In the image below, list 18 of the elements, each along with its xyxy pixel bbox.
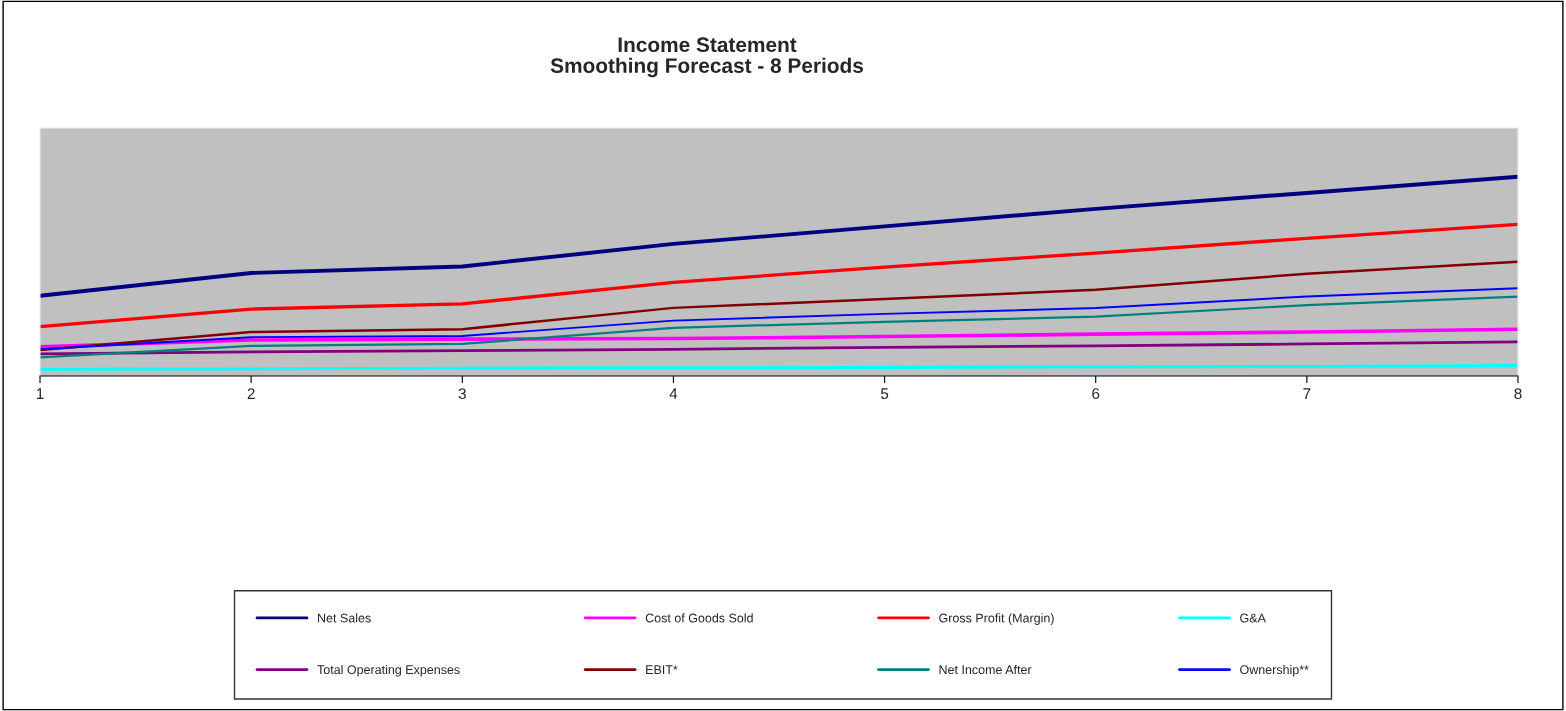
legend-label: Cost of Goods Sold	[645, 613, 753, 623]
x-tick-label: 7	[1303, 388, 1311, 399]
x-tick-label: 2	[247, 388, 255, 399]
chart-title: Income Statement	[618, 37, 797, 53]
x-tick-label: 4	[669, 388, 678, 399]
legend-label: Net Sales	[318, 613, 371, 623]
x-tick-label: 8	[1514, 388, 1522, 400]
legend-label: Total Operating Expenses	[317, 664, 460, 677]
x-tick-label: 1	[36, 388, 44, 399]
legend-label: EBIT*	[646, 665, 678, 674]
legend-label: Ownership**	[1240, 664, 1309, 677]
legend-label: Gross Profit (Margin)	[939, 613, 1054, 625]
x-tick-label: 6	[1092, 388, 1100, 400]
legend-label: Net Income After	[939, 664, 1032, 675]
legend-label: G&A	[1240, 613, 1266, 623]
chart-subtitle: Smoothing Forecast - 8 Periods	[550, 57, 864, 78]
x-tick-label: 3	[458, 388, 466, 400]
x-tick-label: 5	[880, 388, 889, 400]
